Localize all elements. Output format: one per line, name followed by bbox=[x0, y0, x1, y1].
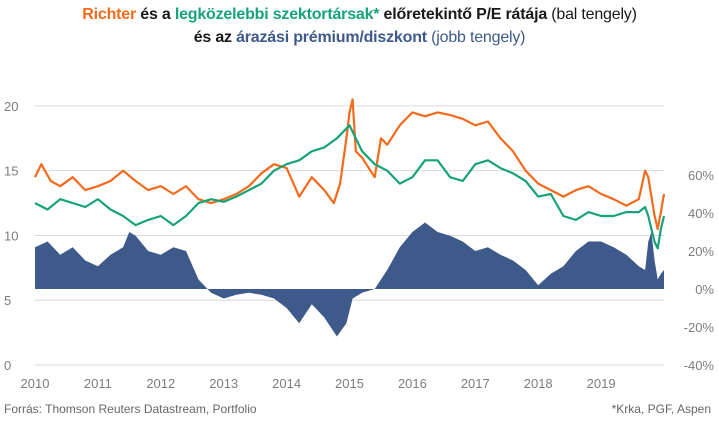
title-line2-prefix: és az bbox=[193, 29, 237, 46]
chart-title-line-1: Richter és a legközelebbi szektortársak*… bbox=[0, 6, 719, 24]
title-pe: előretekintő P/E rátája bbox=[379, 6, 548, 23]
x-axis-tick-label: 2014 bbox=[272, 376, 301, 391]
title-premium: árazási prémium/diszkont bbox=[236, 29, 427, 46]
x-axis-tick-label: 2019 bbox=[587, 376, 616, 391]
right-axis-tick-label: 40% bbox=[688, 206, 714, 221]
x-axis-tick-label: 2017 bbox=[461, 376, 490, 391]
left-axis-tick-label: 15 bbox=[4, 164, 18, 179]
peers-footnote: *Krka, PGF, Aspen bbox=[611, 402, 711, 416]
right-axis-tick-label: -20% bbox=[684, 320, 715, 335]
peers-pe-line bbox=[34, 124, 666, 250]
title-right-axis-note: (jobb tengely) bbox=[426, 29, 526, 46]
x-axis-tick-label: 2012 bbox=[146, 376, 175, 391]
left-axis-tick-label: 20 bbox=[4, 99, 18, 114]
right-axis-tick-label: 20% bbox=[688, 244, 714, 259]
richter-pe-line bbox=[34, 98, 666, 231]
source-note: Forrás: Thomson Reuters Datastream, Port… bbox=[4, 402, 257, 416]
premium-area bbox=[35, 222, 664, 337]
x-axis-tick-label: 2010 bbox=[21, 376, 50, 391]
left-axis-tick-label: 5 bbox=[4, 293, 11, 308]
right-axis-tick-label: -40% bbox=[684, 358, 715, 373]
left-axis-tick-label: 0 bbox=[4, 358, 11, 373]
x-axis-tick-label: 2016 bbox=[398, 376, 427, 391]
title-connector: és a bbox=[136, 6, 175, 23]
x-axis-tick-label: 2011 bbox=[84, 376, 112, 391]
title-left-axis-note: (bal tengely) bbox=[547, 6, 637, 23]
chart-title-line-2: és az árazási prémium/diszkont (jobb ten… bbox=[0, 29, 719, 47]
right-axis-tick-label: 60% bbox=[688, 168, 714, 183]
x-axis-tick-label: 2013 bbox=[209, 376, 238, 391]
title-peers: legközelebbi szektortársak* bbox=[174, 6, 380, 23]
right-axis-tick-label: 0% bbox=[695, 282, 714, 297]
title-richter: Richter bbox=[82, 6, 136, 23]
x-axis-tick-label: 2015 bbox=[335, 376, 364, 391]
left-axis-tick-label: 10 bbox=[4, 228, 18, 243]
x-axis-tick-label: 2018 bbox=[524, 376, 553, 391]
